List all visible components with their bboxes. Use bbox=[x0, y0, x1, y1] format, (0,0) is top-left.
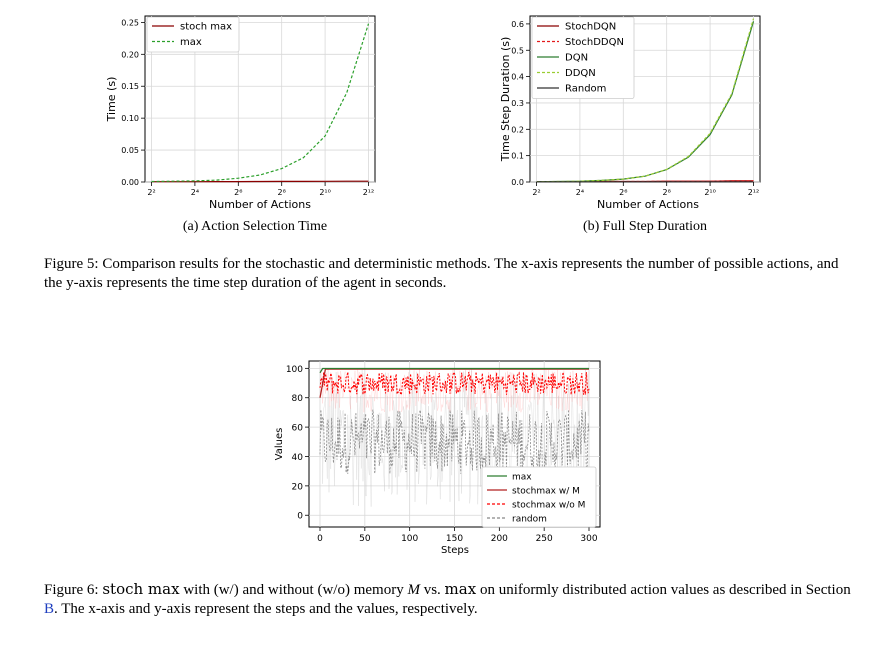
x-tick-label: 2¹² bbox=[363, 188, 375, 197]
caption-text: on uniformly distributed action values a… bbox=[476, 582, 851, 598]
legend-label: stochmax w/o M bbox=[512, 501, 585, 511]
y-tick-label: 0.10 bbox=[121, 114, 139, 123]
x-axis-label: Number of Actions bbox=[209, 198, 311, 211]
chart-values-vs-steps: 0 20 40 60 80 100 0 50 100 150 200 250 300 Steps Va… bbox=[274, 360, 601, 556]
legend-box bbox=[531, 16, 635, 99]
x-tick-label: 150 bbox=[446, 534, 463, 544]
x-tick-label: 50 bbox=[359, 534, 371, 544]
legend-label: Random bbox=[565, 84, 606, 95]
x-axis-label: Steps bbox=[441, 545, 469, 556]
y-tick-label: 100 bbox=[286, 365, 303, 375]
series-line-stoch-max bbox=[151, 180, 369, 183]
legend: StochDQN StochDDQN DQN DDQN Random bbox=[531, 16, 635, 99]
x-tick-label: 250 bbox=[536, 534, 553, 544]
figure6-caption: Figure 6: stoch max with (w/) and withou… bbox=[44, 580, 859, 619]
chart-full-step-duration: 0.0 0.1 0.2 0.3 0.4 0.5 0.6 2² 2⁴ 2⁶ 2⁸ 2¹⁰ 2¹² Num… bbox=[499, 15, 761, 211]
legend: max stochmax w/ M stochmax w/o M random bbox=[481, 466, 597, 528]
legend-label: DDQN bbox=[565, 68, 596, 79]
series-band-stochmax-wo-m bbox=[319, 367, 590, 413]
y-axis-label: Time Step Duration (s) bbox=[499, 37, 512, 163]
y-tick-label: 0.2 bbox=[511, 125, 524, 134]
x-tick-label: 2⁴ bbox=[191, 188, 199, 197]
x-tick-label: 2² bbox=[532, 188, 540, 197]
y-axis-label: Values bbox=[274, 428, 285, 461]
y-tick-label: 0.15 bbox=[121, 82, 139, 91]
x-tick-label: 2⁶ bbox=[234, 188, 242, 197]
caption-text: Figure 6: bbox=[44, 582, 103, 598]
y-axis-label: Time (s) bbox=[105, 77, 118, 123]
caption-text: . The x-axis and y-axis represent the st… bbox=[54, 601, 478, 617]
x-tick-label: 2¹⁰ bbox=[704, 188, 716, 197]
y-tick-label: 0.25 bbox=[121, 18, 139, 27]
y-tick-label: 40 bbox=[292, 453, 304, 463]
series-line-stochmax-wo-m bbox=[319, 370, 590, 397]
series-line-max bbox=[151, 23, 370, 183]
y-tick-label: 0.05 bbox=[121, 146, 139, 155]
x-tick-label: 100 bbox=[401, 534, 418, 544]
subcaption-b: (b) Full Step Duration bbox=[582, 219, 708, 234]
x-tick-label: 300 bbox=[580, 534, 597, 544]
y-tick-label: 0.5 bbox=[511, 46, 524, 55]
section-link[interactable]: B bbox=[44, 601, 55, 617]
chart-action-selection-time: 0.000.050.100.150.200.25 2² 2⁴ 2⁶ 2⁸ 2¹⁰ 2¹² … bbox=[105, 15, 376, 211]
x-tick-label: 2⁶ bbox=[619, 188, 627, 197]
x-tick-label: 2⁸ bbox=[663, 188, 671, 197]
legend-label: max bbox=[512, 473, 532, 483]
x-tick-label: 200 bbox=[491, 534, 508, 544]
subcaption-a: (a) Action Selection Time bbox=[182, 219, 328, 234]
x-tick-label: 2⁸ bbox=[278, 188, 286, 197]
caption-stochmax: stoch max bbox=[102, 580, 180, 598]
y-tick-label: 0.3 bbox=[511, 99, 524, 108]
y-tick-label: 60 bbox=[292, 424, 304, 434]
y-tick-label: 0.20 bbox=[121, 50, 139, 59]
legend-box bbox=[481, 466, 597, 528]
figure5-caption: Figure 5: Comparison results for the sto… bbox=[44, 256, 839, 291]
legend-label: max bbox=[180, 37, 202, 48]
legend-label: StochDQN bbox=[565, 22, 616, 33]
y-tick-label: 0 bbox=[297, 512, 303, 522]
legend: stoch max max bbox=[146, 16, 240, 53]
y-tick-label: 0.1 bbox=[511, 152, 524, 161]
legend-label: DQN bbox=[565, 53, 588, 64]
x-tick-label: 0 bbox=[317, 534, 323, 544]
x-tick-label: 2² bbox=[147, 188, 155, 197]
caption-memory-symbol: M bbox=[407, 582, 420, 598]
series-line-max bbox=[319, 367, 589, 374]
x-axis-label: Number of Actions bbox=[597, 198, 699, 211]
caption-max: max bbox=[444, 580, 477, 598]
legend-label: StochDDQN bbox=[565, 37, 624, 48]
x-tick-label: 2¹² bbox=[748, 188, 760, 197]
caption-text: vs. bbox=[419, 582, 445, 598]
y-tick-label: 0.6 bbox=[511, 20, 524, 29]
legend-label: stoch max bbox=[180, 22, 232, 33]
y-tick-label: 20 bbox=[292, 482, 304, 492]
legend-label: stochmax w/ M bbox=[512, 487, 580, 497]
caption-text: with (w/) and without (w/o) memory bbox=[179, 582, 408, 598]
legend-label: random bbox=[512, 515, 547, 525]
x-tick-label: 2¹⁰ bbox=[319, 188, 331, 197]
y-tick-label: 0.0 bbox=[511, 178, 524, 187]
x-tick-label: 2⁴ bbox=[576, 188, 584, 197]
y-tick-label: 80 bbox=[292, 394, 304, 404]
y-tick-label: 0.4 bbox=[511, 73, 524, 82]
y-tick-label: 0.00 bbox=[121, 178, 139, 187]
